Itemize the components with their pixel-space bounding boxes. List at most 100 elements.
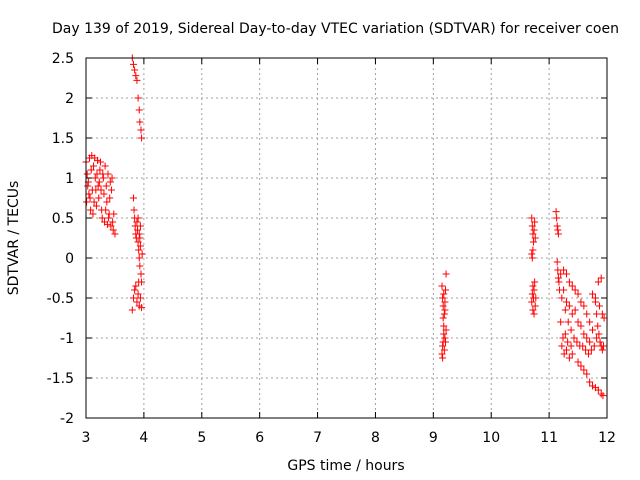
data-point <box>577 298 585 306</box>
data-point <box>134 238 142 246</box>
y-tick-label: 1.5 <box>52 131 74 147</box>
data-point <box>98 214 106 222</box>
data-point <box>559 334 567 342</box>
data-point <box>88 186 96 194</box>
data-point <box>580 302 588 310</box>
data-point <box>529 230 537 238</box>
data-point <box>599 392 607 400</box>
data-point <box>528 298 536 306</box>
data-point <box>530 226 538 234</box>
data-point <box>600 314 608 322</box>
data-point <box>439 294 447 302</box>
data-point <box>87 206 95 214</box>
data-point <box>439 314 447 322</box>
data-point <box>96 166 104 174</box>
data-point <box>531 218 539 226</box>
data-point <box>565 354 573 362</box>
data-point <box>594 322 602 330</box>
data-point <box>529 238 537 246</box>
data-point <box>102 206 110 214</box>
data-point <box>553 258 561 266</box>
data-point <box>87 166 95 174</box>
data-point <box>133 218 141 226</box>
data-point <box>529 306 537 314</box>
data-point <box>553 222 561 230</box>
data-point <box>90 162 98 170</box>
data-point <box>138 304 146 312</box>
data-point <box>131 66 139 74</box>
data-point <box>103 198 111 206</box>
y-tick-label: -0.5 <box>47 291 74 307</box>
y-tick-label: 2.5 <box>52 51 74 67</box>
data-point <box>573 338 581 346</box>
data-point <box>103 220 111 228</box>
x-tick-label: 6 <box>255 430 264 446</box>
data-point <box>89 210 97 218</box>
data-point <box>530 286 538 294</box>
data-point <box>570 334 578 342</box>
data-point <box>94 182 102 190</box>
data-point <box>529 282 537 290</box>
data-point <box>101 162 109 170</box>
x-tick-label: 11 <box>540 430 558 446</box>
data-point <box>441 334 449 342</box>
data-point <box>90 198 98 206</box>
data-point <box>589 382 597 390</box>
data-point <box>567 342 575 350</box>
data-point <box>135 278 143 286</box>
data-point <box>580 366 588 374</box>
data-point <box>565 302 573 310</box>
data-point <box>584 350 592 358</box>
y-tick-label: 1 <box>65 171 74 187</box>
data-point <box>109 218 117 226</box>
data-point <box>440 346 448 354</box>
data-point <box>531 234 539 242</box>
data-point <box>91 174 99 182</box>
data-point <box>577 322 585 330</box>
data-point <box>105 214 113 222</box>
data-point <box>136 242 144 250</box>
data-point <box>438 350 446 358</box>
data-point <box>440 290 448 298</box>
data-point <box>136 262 144 270</box>
data-point <box>441 306 449 314</box>
data-point <box>441 286 449 294</box>
data-point <box>571 306 579 314</box>
data-point <box>583 370 591 378</box>
x-axis-title: GPS time / hours <box>287 458 404 474</box>
data-point <box>555 278 563 286</box>
data-point <box>528 290 536 298</box>
data-point <box>131 286 139 294</box>
x-tick-label: 3 <box>82 430 91 446</box>
data-point <box>583 334 591 342</box>
y-tick-label: 2 <box>65 91 74 107</box>
data-point <box>107 222 115 230</box>
data-point <box>134 226 142 234</box>
data-point <box>529 246 537 254</box>
data-point <box>440 310 448 318</box>
data-point <box>567 326 575 334</box>
data-point <box>571 286 579 294</box>
data-point <box>137 126 145 134</box>
data-point <box>554 274 562 282</box>
data-point <box>595 302 603 310</box>
data-point <box>531 302 539 310</box>
data-point <box>96 158 104 166</box>
data-point <box>568 282 576 290</box>
data-point <box>441 298 449 306</box>
data-point <box>593 334 601 342</box>
y-tick-label: -1 <box>60 331 74 347</box>
data-point <box>442 270 450 278</box>
data-point <box>532 294 540 302</box>
data-point <box>109 226 117 234</box>
y-tick-label: -1.5 <box>47 371 74 387</box>
data-point <box>138 250 146 258</box>
data-point <box>528 214 536 222</box>
data-point <box>128 306 136 314</box>
data-point <box>562 270 570 278</box>
data-point <box>574 318 582 326</box>
data-point <box>94 156 102 164</box>
data-point <box>438 282 446 290</box>
chart-title: Day 139 of 2019, Sidereal Day-to-day VTE… <box>52 21 619 37</box>
